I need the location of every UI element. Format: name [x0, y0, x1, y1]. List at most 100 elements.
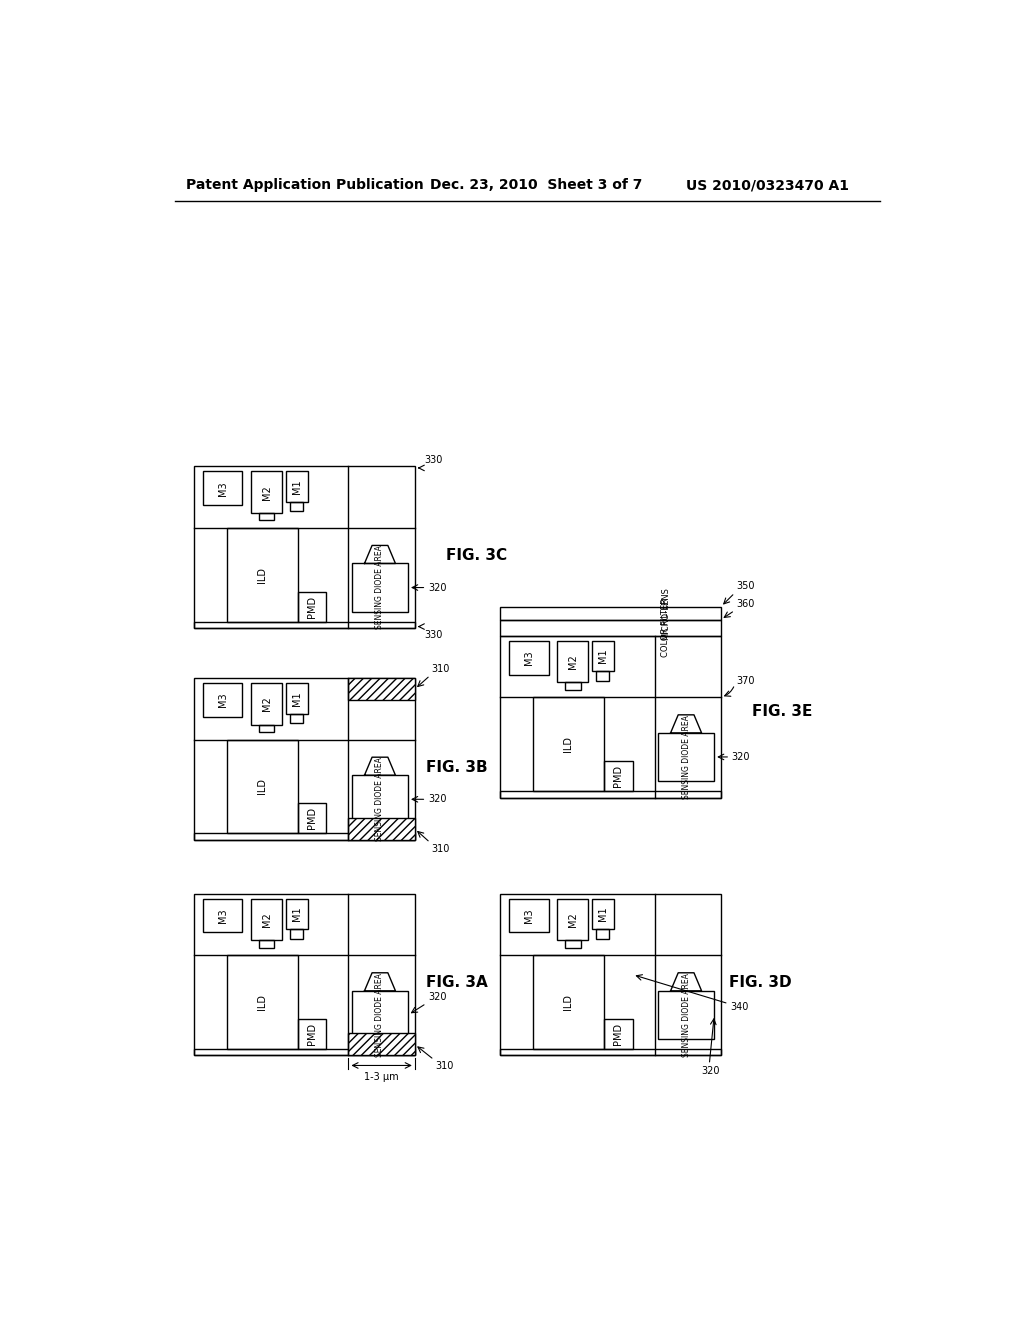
Bar: [348, 678, 415, 700]
Bar: [534, 697, 604, 791]
Text: 310: 310: [432, 664, 451, 673]
Bar: [604, 760, 633, 791]
Text: ILD: ILD: [563, 994, 573, 1010]
Bar: [194, 833, 415, 840]
Text: 340: 340: [730, 1002, 749, 1012]
Bar: [592, 640, 613, 672]
Bar: [348, 1034, 415, 1056]
Text: 1-3 μm: 1-3 μm: [365, 1072, 399, 1081]
Bar: [194, 678, 415, 840]
Text: 320: 320: [428, 795, 446, 804]
Text: SENSING DIODE AREA: SENSING DIODE AREA: [376, 758, 384, 841]
Text: SENSING DIODE AREA: SENSING DIODE AREA: [682, 715, 690, 799]
Text: MICRO-LENS: MICRO-LENS: [662, 586, 670, 640]
Text: FIG. 3A: FIG. 3A: [426, 975, 488, 990]
Text: M3: M3: [217, 480, 227, 495]
Bar: [298, 804, 327, 833]
Bar: [557, 640, 589, 682]
Bar: [596, 672, 609, 681]
Text: M1: M1: [598, 907, 607, 921]
Text: M1: M1: [598, 648, 607, 664]
Text: FIG. 3E: FIG. 3E: [752, 704, 812, 719]
Text: 320: 320: [428, 582, 446, 593]
Text: M2: M2: [568, 655, 578, 669]
Text: ILD: ILD: [563, 737, 573, 752]
Text: PMD: PMD: [307, 595, 317, 618]
Bar: [203, 471, 243, 506]
Text: 320: 320: [701, 1067, 720, 1076]
Text: US 2010/0323470 A1: US 2010/0323470 A1: [686, 178, 849, 193]
Text: M1: M1: [292, 692, 302, 706]
Bar: [227, 956, 298, 1049]
Text: ILD: ILD: [257, 994, 267, 1010]
Bar: [259, 725, 274, 733]
Bar: [194, 1049, 415, 1056]
Bar: [194, 622, 415, 628]
Text: 310: 310: [432, 845, 451, 854]
Bar: [194, 466, 415, 628]
Text: M2: M2: [262, 912, 271, 927]
Bar: [348, 818, 415, 840]
Bar: [298, 1019, 327, 1049]
Bar: [251, 682, 283, 725]
Bar: [194, 894, 415, 1056]
Text: PMD: PMD: [613, 1023, 624, 1045]
Text: 320: 320: [732, 752, 751, 762]
Text: M2: M2: [568, 912, 578, 927]
Text: FIG. 3B: FIG. 3B: [426, 759, 488, 775]
Bar: [534, 956, 604, 1049]
Text: Dec. 23, 2010  Sheet 3 of 7: Dec. 23, 2010 Sheet 3 of 7: [430, 178, 643, 193]
Bar: [286, 899, 307, 929]
Bar: [557, 899, 589, 940]
Bar: [500, 791, 721, 797]
Bar: [565, 682, 581, 690]
Bar: [658, 733, 715, 781]
Text: PMD: PMD: [307, 808, 317, 829]
Text: M1: M1: [292, 479, 302, 494]
Text: SENSING DIODE AREA: SENSING DIODE AREA: [376, 545, 384, 630]
Bar: [500, 894, 721, 1056]
Bar: [290, 929, 303, 939]
Bar: [286, 682, 307, 714]
Text: Patent Application Publication: Patent Application Publication: [186, 178, 424, 193]
Text: FIG. 3D: FIG. 3D: [729, 975, 792, 990]
Text: 370: 370: [736, 676, 755, 686]
Bar: [298, 591, 327, 622]
Text: COLOR FILTER: COLOR FILTER: [662, 598, 670, 657]
Text: 330: 330: [424, 455, 442, 465]
Text: PMD: PMD: [613, 764, 624, 787]
Bar: [658, 991, 715, 1039]
Bar: [203, 682, 243, 717]
Bar: [596, 929, 609, 939]
Text: 360: 360: [736, 599, 755, 609]
Text: M2: M2: [262, 484, 271, 499]
Text: ILD: ILD: [257, 779, 267, 795]
Text: SENSING DIODE AREA: SENSING DIODE AREA: [376, 973, 384, 1057]
Bar: [500, 619, 721, 636]
Bar: [509, 640, 549, 675]
Bar: [352, 775, 409, 824]
Bar: [352, 564, 409, 611]
Text: SENSING DIODE AREA: SENSING DIODE AREA: [682, 973, 690, 1057]
Bar: [592, 899, 613, 929]
Bar: [500, 636, 721, 797]
Bar: [604, 1019, 633, 1049]
Text: M3: M3: [217, 908, 227, 923]
Bar: [259, 513, 274, 520]
Bar: [203, 899, 243, 932]
Bar: [290, 714, 303, 723]
Bar: [500, 1049, 721, 1056]
Text: 320: 320: [428, 991, 446, 1002]
Bar: [565, 940, 581, 948]
Bar: [251, 899, 283, 940]
Text: FIG. 3C: FIG. 3C: [445, 548, 507, 562]
Bar: [259, 940, 274, 948]
Bar: [251, 471, 283, 513]
Bar: [290, 502, 303, 511]
Text: 310: 310: [435, 1061, 454, 1072]
Bar: [352, 991, 409, 1039]
Bar: [227, 528, 298, 622]
Bar: [500, 607, 721, 619]
Text: M1: M1: [292, 907, 302, 921]
Text: 330: 330: [424, 630, 442, 640]
